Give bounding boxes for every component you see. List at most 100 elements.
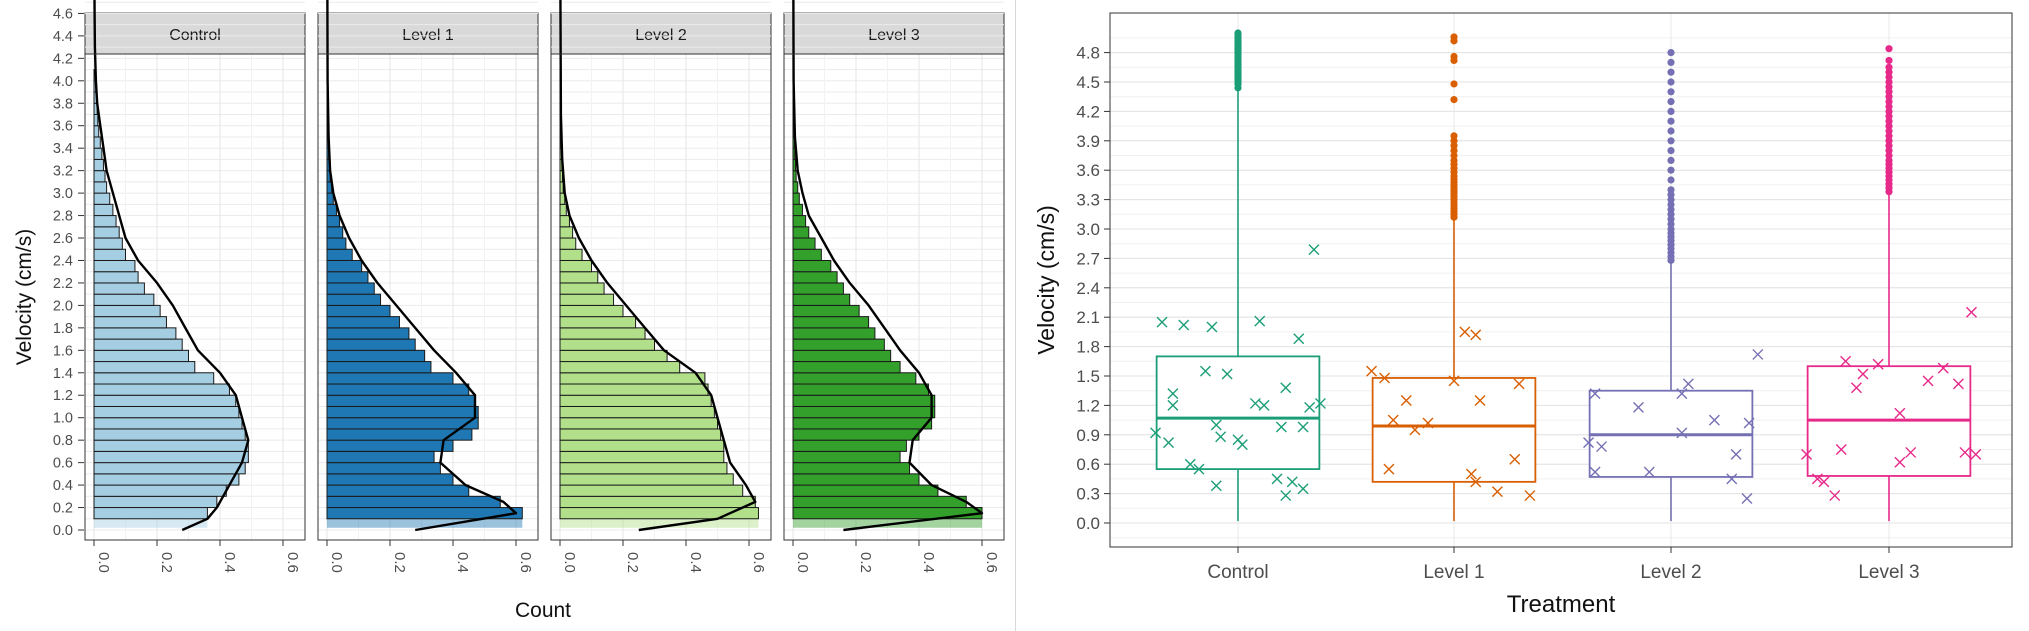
histogram-bar [93,405,240,419]
outlier-point [1667,98,1675,106]
jitter-point [1937,362,1949,374]
facet-level-2: Level 20.0 0.2 0.4 0.6 [550,0,772,573]
y-tick-label: 1.6 [53,343,73,359]
facet-panel-border [783,53,1005,541]
histogram-bar [93,113,99,127]
histogram-bar [326,248,353,261]
jitter-point [1970,448,1982,460]
histogram-bar [792,338,885,351]
y-tick-label: 1.2 [53,388,73,404]
histogram-bar [792,394,936,407]
outlier-point [1667,166,1675,174]
outlier-point [1667,58,1675,66]
histogram-bar [93,349,189,363]
y-tick-label: 2.4 [53,253,73,269]
histogram-bar [93,316,167,329]
jitter-point [1726,473,1738,485]
histogram-bar [326,237,347,250]
outlier-point [1667,147,1675,155]
histogram-bar [792,450,901,464]
histogram-bar [326,271,369,284]
facet-panel-border [550,53,772,541]
y-tick-label: 2.1 [1076,308,1100,327]
histogram-bar [326,473,454,486]
histogram-bar [93,462,246,475]
jitter-point [1491,486,1503,498]
box-control [1150,29,1326,522]
jitter-point [1286,476,1298,488]
histogram-bar [326,304,391,318]
jitter-point [1193,463,1205,475]
histogram-bar [326,361,432,374]
histogram-bar [559,259,592,273]
histogram-bar [93,417,243,430]
outlier-point [1667,176,1675,184]
y-tick-label: 0.6 [53,456,73,472]
histogram-bar [93,215,117,228]
histogram-bar [93,428,246,441]
y-tick-label: 3.9 [1076,132,1100,151]
y-tick-label: 1.2 [1076,396,1100,415]
outlier-point [1885,56,1893,65]
x-tick-label: 0.0 [95,552,112,573]
histogram-bar [559,304,624,318]
x-tick-label: Level 1 [1423,562,1484,583]
histogram-bar [93,147,103,160]
jitter-point [1811,473,1823,485]
y-tick-label: 1.0 [53,411,73,427]
jitter-point [1308,244,1320,256]
histogram-bar [559,462,728,475]
outlier-point [1667,137,1675,145]
histogram-bar [559,203,567,217]
histogram-bar [93,125,100,138]
histogram-bar [559,495,756,509]
histogram-bar [559,271,599,284]
histogram-bar [326,383,470,396]
jitter-point [1400,395,1412,406]
y-tick-label: 3.6 [1076,161,1100,180]
histogram-bar [559,215,570,228]
x-tick-label: Level 2 [1640,562,1701,583]
histogram-bar [792,203,803,217]
histogram-bar [326,462,441,475]
histogram-bar [792,304,860,318]
x-tick-label: Control [1207,562,1268,583]
histogram-bar [93,282,145,295]
boxplot-chart: 0.0 0.3 0.6 0.9 1.2 1.5 1.8 2.1 2.4 2.7 3.0 3.3 3.6 3… [1033,12,2013,618]
x-tick-label: 0.2 [158,552,175,573]
jitter-point [1210,480,1222,492]
jitter-point [1589,388,1601,400]
histogram-bar [792,181,799,194]
jitter-point [1178,319,1190,331]
y-tick-label: 0.4 [53,478,73,494]
histogram-bar [792,417,933,430]
histogram-bar [93,394,237,407]
histogram-bar [326,293,382,306]
jitter-point [1965,306,1977,318]
jitter-point [1184,458,1196,470]
jitter-point [1835,444,1847,455]
histogram-bar [559,248,583,261]
histogram-bar [326,316,400,329]
jitter-point [1850,382,1862,394]
jitter-point [1470,329,1482,341]
histogram-bar [792,215,807,228]
histogram-bar [326,349,426,363]
x-tick-label: 0.6 [750,552,767,573]
jitter-point [1379,372,1391,384]
jitter-point [1513,378,1525,390]
histogram-bar [326,372,454,385]
histogram-bar [792,271,838,284]
facet-panel-border [317,53,539,541]
jitter-point [1752,348,1764,360]
histogram-bar [559,316,637,329]
histogram-bar [326,327,410,340]
histogram-bar [93,383,230,396]
y-tick-label: 2.6 [53,231,73,247]
jitter-point [1236,439,1248,451]
histogram-bar [326,215,341,228]
box-iqr [1155,355,1321,470]
histogram-bar [559,282,605,295]
